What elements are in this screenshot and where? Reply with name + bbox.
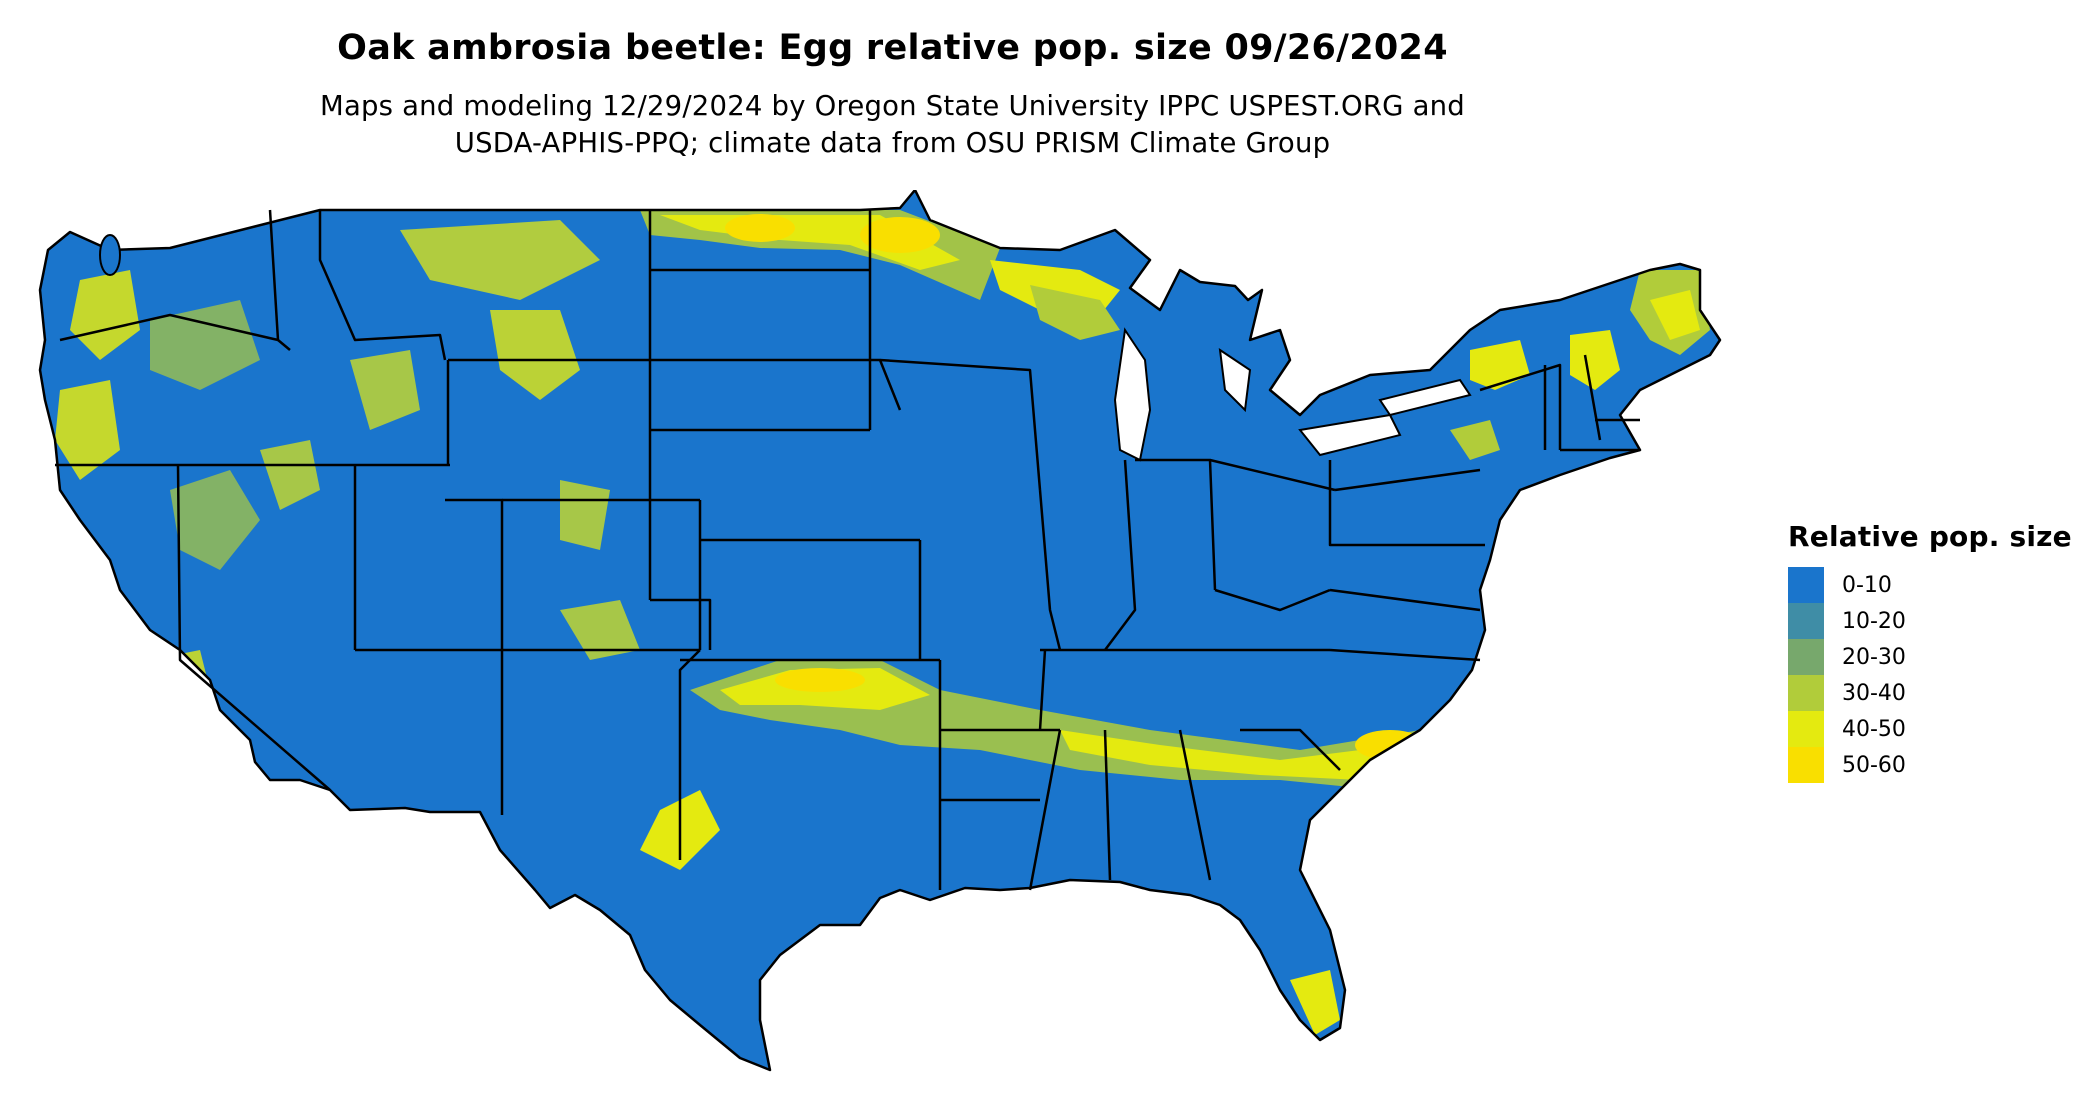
legend-swatch (1788, 711, 1824, 747)
legend-swatch (1788, 567, 1824, 603)
map-legend: Relative pop. size 0-10 10-20 20-30 30-4… (1788, 520, 2088, 783)
legend-label: 0-10 (1842, 572, 1892, 598)
great-lakes (1113, 327, 1472, 462)
legend-title: Relative pop. size (1788, 520, 2072, 553)
us-map (38, 190, 1722, 1072)
map-title: Oak ambrosia beetle: Egg relative pop. s… (337, 28, 1448, 68)
legend-swatch (1788, 747, 1824, 783)
legend-item-40-50: 40-50 (1788, 711, 2088, 747)
legend-label: 50-60 (1842, 752, 1906, 778)
legend-label: 10-20 (1842, 608, 1906, 634)
legend-swatch (1788, 603, 1824, 639)
legend-item-0-10: 0-10 (1788, 567, 2088, 603)
legend-item-10-20: 10-20 (1788, 603, 2088, 639)
legend-label: 40-50 (1842, 716, 1906, 742)
legend-swatch (1788, 675, 1824, 711)
map-subtitle: Maps and modeling 12/29/2024 by Oregon S… (0, 88, 1785, 162)
land-base (40, 190, 1720, 1070)
legend-label: 30-40 (1842, 680, 1906, 706)
legend-item-20-30: 20-30 (1788, 639, 2088, 675)
legend-label: 20-30 (1842, 644, 1906, 670)
subtitle-line-2: USDA-APHIS-PPQ; climate data from OSU PR… (454, 127, 1331, 159)
state-borders (38, 190, 1722, 1072)
legend-item-50-60: 50-60 (1788, 747, 2088, 783)
subtitle-line-1: Maps and modeling 12/29/2024 by Oregon S… (320, 90, 1465, 122)
legend-item-30-40: 30-40 (1788, 675, 2088, 711)
legend-swatch (1788, 639, 1824, 675)
